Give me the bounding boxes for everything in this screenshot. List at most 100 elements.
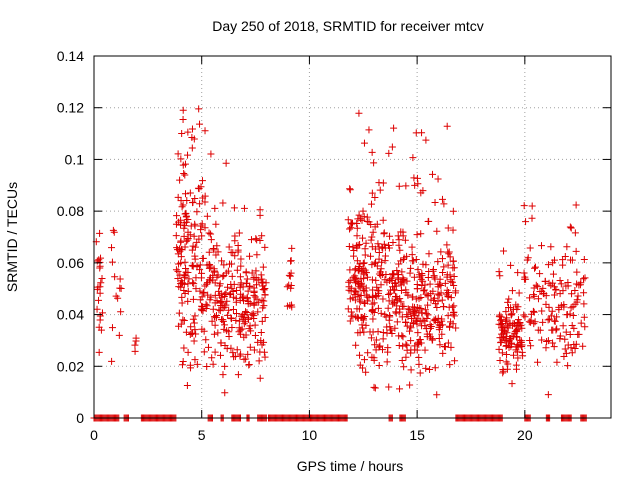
data-point <box>352 341 360 349</box>
data-point <box>193 208 201 216</box>
data-point <box>202 336 210 344</box>
data-point <box>446 361 454 369</box>
data-point <box>243 308 251 316</box>
data-point <box>443 241 451 249</box>
data-point <box>243 295 251 303</box>
data-point <box>368 233 376 241</box>
data-point <box>448 278 456 286</box>
data-point <box>115 331 123 339</box>
data-point <box>580 289 588 297</box>
data-point <box>400 256 408 264</box>
data-point <box>229 306 237 314</box>
data-point <box>498 316 506 324</box>
data-point <box>261 243 269 251</box>
data-point <box>526 244 534 252</box>
data-point <box>227 344 235 352</box>
data-point <box>209 360 217 368</box>
data-point <box>196 261 204 269</box>
data-point <box>192 285 200 293</box>
data-point <box>371 193 379 201</box>
data-point <box>345 243 353 251</box>
data-point <box>363 293 371 301</box>
x-tick-label: 10 <box>302 427 318 443</box>
data-point <box>438 296 446 304</box>
data-point <box>405 306 413 314</box>
data-point <box>421 281 429 289</box>
data-point <box>188 144 196 152</box>
data-point <box>556 290 564 298</box>
data-point <box>385 291 393 299</box>
data-point <box>550 291 558 299</box>
data-point <box>437 248 445 256</box>
data-point <box>428 336 436 344</box>
data-point <box>364 273 372 281</box>
data-point <box>512 301 520 309</box>
data-point <box>344 305 352 313</box>
data-point <box>439 269 447 277</box>
data-point <box>184 236 192 244</box>
data-point <box>256 348 264 356</box>
data-point <box>530 308 538 316</box>
data-point <box>211 291 219 299</box>
data-point <box>547 243 555 251</box>
data-point <box>355 109 363 117</box>
data-point <box>413 174 421 182</box>
data-point <box>416 336 424 344</box>
data-point <box>219 317 227 325</box>
data-point <box>232 310 240 318</box>
data-point <box>529 307 537 315</box>
data-point <box>514 316 522 324</box>
data-point <box>237 262 245 270</box>
data-point <box>230 204 238 212</box>
data-point <box>430 272 438 280</box>
data-point <box>178 361 186 369</box>
data-point <box>386 232 394 240</box>
data-point <box>179 279 187 287</box>
data-point <box>575 281 583 289</box>
data-point <box>361 245 369 253</box>
data-point <box>220 261 228 269</box>
data-point <box>427 324 435 332</box>
data-point <box>385 149 393 157</box>
data-point <box>417 230 425 238</box>
data-point <box>496 357 504 365</box>
data-point <box>354 266 362 274</box>
data-point <box>396 385 404 393</box>
data-point <box>206 274 214 282</box>
data-point <box>525 318 533 326</box>
data-point <box>399 274 407 282</box>
data-point <box>556 277 564 285</box>
data-point <box>222 301 230 309</box>
data-point <box>177 259 185 267</box>
data-point <box>179 161 187 169</box>
data-point <box>367 221 375 229</box>
data-point <box>245 361 253 369</box>
y-tick-label: 0.14 <box>57 48 84 64</box>
data-point <box>180 344 188 352</box>
y-tick-label: 0.06 <box>57 255 84 271</box>
data-point <box>248 311 256 319</box>
data-point <box>438 317 446 325</box>
data-point <box>175 218 183 226</box>
data-point <box>194 184 202 192</box>
data-point <box>404 291 412 299</box>
data-point <box>193 238 201 246</box>
data-point <box>504 324 512 332</box>
data-point <box>500 247 508 255</box>
data-point <box>180 316 188 324</box>
data-point <box>224 283 232 291</box>
data-point <box>444 224 452 232</box>
data-point <box>261 313 269 321</box>
data-point <box>243 275 251 283</box>
data-point <box>532 281 540 289</box>
data-point <box>504 338 512 346</box>
data-point <box>203 212 211 220</box>
data-point <box>181 258 189 266</box>
data-point <box>370 383 378 391</box>
data-point <box>232 317 240 325</box>
data-point <box>369 315 377 323</box>
data-point <box>440 263 448 271</box>
data-point <box>451 357 459 365</box>
data-point <box>408 243 416 251</box>
data-point <box>367 252 375 260</box>
